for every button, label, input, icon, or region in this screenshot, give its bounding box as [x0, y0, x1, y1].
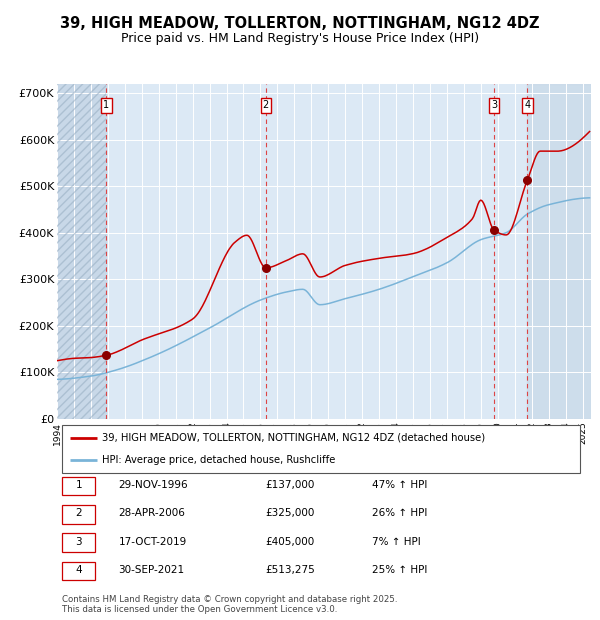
- Text: 28-APR-2006: 28-APR-2006: [118, 508, 185, 518]
- Text: 25% ↑ HPI: 25% ↑ HPI: [372, 565, 427, 575]
- Bar: [527, 84, 591, 419]
- FancyBboxPatch shape: [62, 425, 580, 474]
- Text: 1: 1: [103, 100, 109, 110]
- Text: 3: 3: [76, 537, 82, 547]
- Text: 39, HIGH MEADOW, TOLLERTON, NOTTINGHAM, NG12 4DZ (detached house): 39, HIGH MEADOW, TOLLERTON, NOTTINGHAM, …: [103, 433, 485, 443]
- Text: 7% ↑ HPI: 7% ↑ HPI: [372, 537, 421, 547]
- FancyBboxPatch shape: [62, 562, 95, 580]
- Text: £325,000: £325,000: [265, 508, 314, 518]
- Text: 4: 4: [76, 565, 82, 575]
- Text: 3: 3: [491, 100, 497, 110]
- Text: HPI: Average price, detached house, Rushcliffe: HPI: Average price, detached house, Rush…: [103, 455, 336, 466]
- Bar: [57, 84, 106, 419]
- Text: 30-SEP-2021: 30-SEP-2021: [118, 565, 185, 575]
- FancyBboxPatch shape: [62, 477, 95, 495]
- Text: This data is licensed under the Open Government Licence v3.0.: This data is licensed under the Open Gov…: [62, 604, 338, 614]
- Text: £405,000: £405,000: [265, 537, 314, 547]
- Text: 4: 4: [524, 100, 530, 110]
- Text: 39, HIGH MEADOW, TOLLERTON, NOTTINGHAM, NG12 4DZ: 39, HIGH MEADOW, TOLLERTON, NOTTINGHAM, …: [60, 16, 540, 30]
- FancyBboxPatch shape: [62, 505, 95, 523]
- FancyBboxPatch shape: [62, 533, 95, 552]
- Bar: [57, 84, 106, 419]
- Text: Price paid vs. HM Land Registry's House Price Index (HPI): Price paid vs. HM Land Registry's House …: [121, 32, 479, 45]
- Text: 26% ↑ HPI: 26% ↑ HPI: [372, 508, 427, 518]
- Text: 17-OCT-2019: 17-OCT-2019: [118, 537, 187, 547]
- Text: 47% ↑ HPI: 47% ↑ HPI: [372, 480, 427, 490]
- Text: 1: 1: [76, 480, 82, 490]
- Text: 2: 2: [76, 508, 82, 518]
- Text: 2: 2: [263, 100, 269, 110]
- Text: Contains HM Land Registry data © Crown copyright and database right 2025.: Contains HM Land Registry data © Crown c…: [62, 595, 398, 604]
- Text: £513,275: £513,275: [265, 565, 315, 575]
- Text: £137,000: £137,000: [265, 480, 314, 490]
- Text: 29-NOV-1996: 29-NOV-1996: [118, 480, 188, 490]
